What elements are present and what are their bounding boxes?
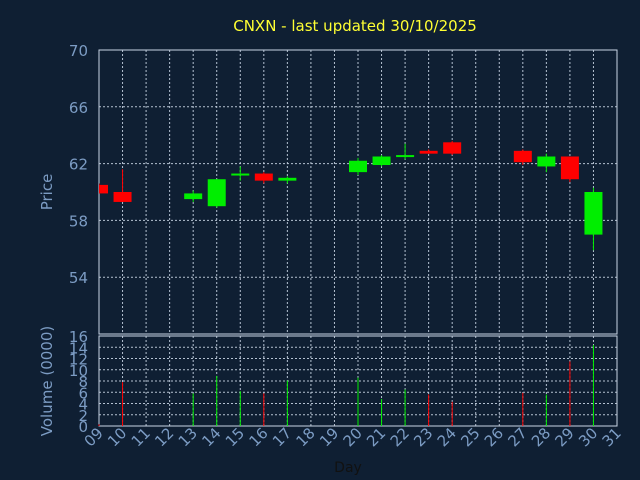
volume-tick-label: 14: [69, 339, 88, 357]
volume-tick-label: 4: [78, 396, 88, 414]
candle-body: [443, 142, 462, 154]
candle-body: [349, 160, 367, 173]
candle-body: [537, 156, 556, 167]
candle-body: [231, 173, 250, 176]
x-tick-label: 25: [457, 424, 483, 450]
candle-body: [207, 179, 226, 207]
candle-body: [99, 184, 108, 194]
x-tick-label: 22: [387, 424, 413, 450]
x-tick-label: 19: [316, 424, 342, 450]
x-tick-label: 31: [599, 424, 625, 450]
x-axis-ticks: 0910111213141516171819202122232425262728…: [81, 424, 625, 450]
volume-tick-label: 2: [78, 407, 88, 425]
price-tick-label: 54: [69, 269, 88, 287]
candle-body: [372, 156, 391, 166]
price-tick-label: 66: [69, 99, 88, 117]
x-tick-label: 12: [151, 424, 177, 450]
x-axis-label: Day: [334, 460, 362, 476]
x-tick-label: 11: [128, 424, 154, 450]
x-tick-label: 30: [575, 424, 601, 450]
price-tick-label: 62: [69, 156, 88, 174]
x-tick-label: 15: [222, 424, 248, 450]
x-tick-label: 26: [481, 424, 507, 450]
candles: [99, 140, 603, 251]
x-tick-label: 16: [245, 424, 271, 450]
price-panel: 54 58 62 66 70: [69, 42, 618, 335]
x-tick-label: 13: [175, 424, 201, 450]
candle-body: [396, 155, 415, 158]
volume-tick-label: 10: [69, 362, 88, 380]
volume-tick-label: 6: [78, 384, 88, 402]
price-axis-label: Price: [38, 174, 56, 211]
x-tick-label: 17: [269, 424, 295, 450]
volume-axis-label: Volume (0000): [38, 326, 56, 436]
x-tick-label: 21: [363, 424, 389, 450]
candle-body: [560, 156, 579, 180]
volume-tick-label: 16: [69, 328, 88, 346]
x-tick-label: 20: [340, 424, 366, 450]
x-tick-label: 28: [528, 424, 554, 450]
candle-body: [254, 173, 273, 181]
candle-body: [278, 177, 297, 181]
x-tick-label: 14: [198, 424, 224, 450]
volume-tick-label: 0: [78, 418, 88, 436]
candle-body: [113, 192, 132, 202]
x-tick-label: 29: [552, 424, 578, 450]
chart-title: CNXN - last updated 30/10/2025: [233, 17, 477, 35]
x-tick-label: 24: [434, 424, 460, 450]
x-tick-label: 18: [293, 424, 319, 450]
volume-tick-label: 8: [78, 373, 88, 391]
candle-body: [513, 150, 532, 163]
candle-body: [184, 193, 203, 200]
volume-tick-label: 12: [69, 351, 88, 369]
price-tick-label: 70: [69, 42, 88, 60]
x-tick-label: 23: [410, 424, 436, 450]
price-tick-label: 58: [69, 212, 88, 230]
candle-body: [584, 192, 603, 235]
candle-body: [419, 150, 438, 154]
x-tick-label: 27: [504, 424, 530, 450]
x-tick-label: 10: [104, 424, 130, 450]
